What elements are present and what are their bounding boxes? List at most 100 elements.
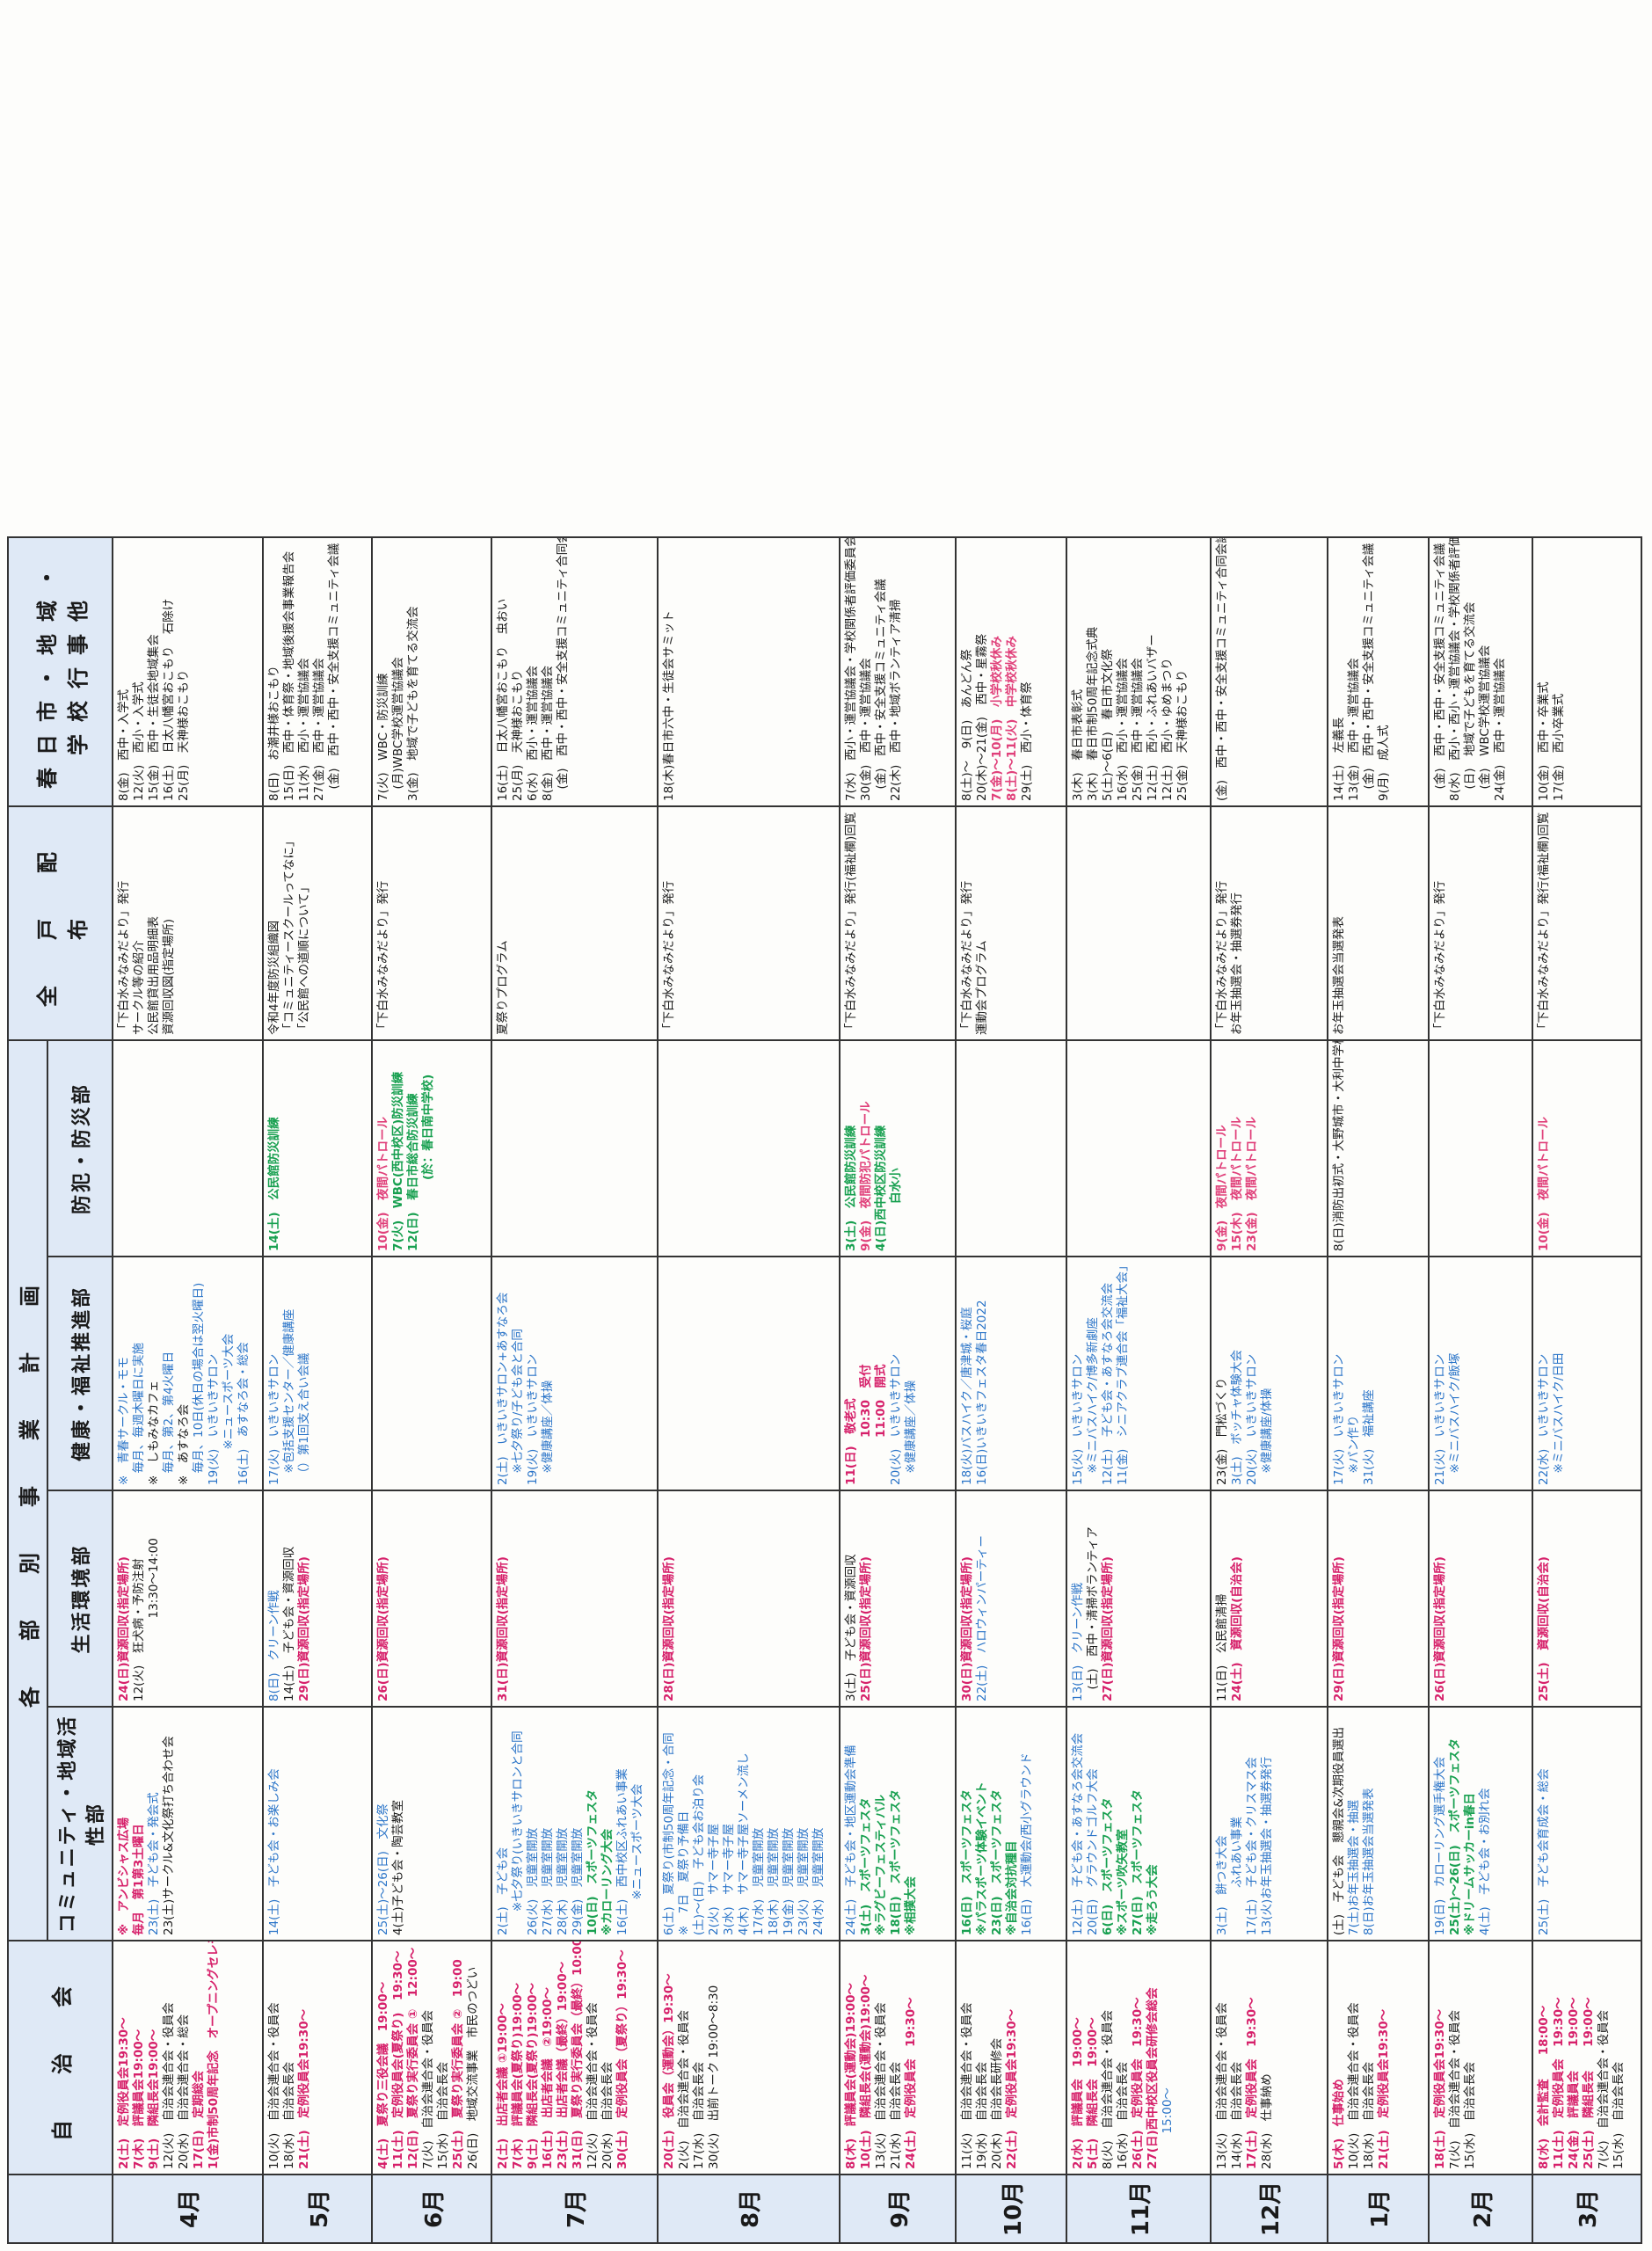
cell-seikatsu: 25(土) 資源回収(自治会) [1532, 1490, 1641, 1707]
entry-line: 25(土)～26(日) スポーツフェスタ [1448, 1738, 1463, 1935]
entry-line: 「下白水みなみだより」発行 [661, 880, 676, 1035]
entry-line: 8(日) クリーン作戦 [267, 1590, 282, 1701]
entry-line: 27(日)資源回収(指定場所) [1101, 1556, 1116, 1701]
entry-line: 9(金) 夜間パトロール [1215, 1125, 1230, 1251]
entry-line: 2(土) 出店者会議 ①19:00～ [495, 2003, 510, 2169]
entry-line: 毎月 第1第3土曜日 [132, 1824, 146, 1935]
entry-line: 15(水) 自治会長会 [1611, 2061, 1626, 2169]
entry-line: 12(土) 西小・ふれあいバザー [1146, 634, 1161, 801]
month-row: 4月 2(土) 定例役員会19:30～ 7(木) 評議員会19:00～ 9(土) 隣組… [113, 11, 264, 2243]
entry-line: 18(日) スポーツフェスタ [888, 1789, 903, 1935]
header-kakubu: 各 部 別 事 業 計 画 [8, 1040, 47, 1941]
entry-line: 白水小 [888, 1168, 903, 1251]
entry-line: 23(土) 子ども会・発会式 [147, 1792, 161, 1935]
cell-zenko: 「下白水みなみだより」発行 お年玉抽選会・抽選券発行 [1211, 806, 1328, 1040]
entry-line: 17(土) 定例役員会 19:30～ [1245, 1997, 1260, 2169]
header-seikatsu: 生活環境部 [47, 1490, 113, 1707]
month-label: 1月 [1327, 2175, 1430, 2243]
entry-line: 31(日)資源回収(指定場所) [495, 1556, 510, 1701]
cell-community: 3(土) 餅つき大会 ふれあい事業 17(土) 子ども会・クリスマス会 13(火)お… [1211, 1707, 1328, 1941]
cell-jichikai: 13(火) 自治会連合会・役員会 14(水) 自治会長会 17(土) 定例役員会 1… [1211, 1941, 1328, 2175]
entry-line: 8(土)～ 9(日) あんどん祭 [960, 649, 975, 801]
entry-line: 4(土) 子ども会・お別れ会 [1478, 1788, 1493, 1935]
entry-line: 7(火) WBC・防災訓練 [376, 673, 391, 801]
entry-line: 19(火) いきいきサロン [525, 1353, 540, 1485]
entry-line: 15(水) 自治会長会 [1463, 2061, 1478, 2169]
entry-line: 8(日)消防出初式・大野城市・大利中学校 [1331, 1040, 1346, 1251]
cell-kenko [372, 1257, 491, 1490]
entry-line: 7(水) 西小・運営協議会・学校関係者評価委員会 [843, 537, 858, 801]
cell-kenko: 21(火) いきいきサロン ※ミニバスハイク/飯塚 [1429, 1257, 1532, 1490]
entry-line: 24(金) 評議員会 19:00～ [1566, 1997, 1581, 2169]
cell-kasugai: (金) 西中・西中・安全支援コミュニティ合同会議 [1211, 537, 1328, 806]
entry-line: 15(火) いきいきサロン [1071, 1353, 1086, 1485]
entry-line: 13(金) 西中・運営協議会 [1346, 658, 1361, 801]
entry-line: 18(木)春日市六中・生徒会サミット [661, 610, 676, 801]
month-label: 7月 [491, 2175, 658, 2243]
entry-line: 11(土) 定例役員会 19:30～ [1551, 1997, 1566, 2169]
cell-bohan: 10(金) 夜間パトロール 7(火) WBC(西中校区)防災訓練 12(日) 春日市… [372, 1040, 491, 1257]
entry-line: 31(火) 福祉講座 [1361, 1389, 1376, 1485]
cell-seikatsu: 13(日) クリーン作戦 (土) 西中・清掃ボランティア 27(日)資源回収(指定… [1066, 1490, 1212, 1707]
entry-line: 4(日)西中校区防災訓練 [873, 1125, 888, 1251]
entry-line: ※健康講座／体操 [540, 1380, 555, 1485]
entry-line: 15(日) 西中・体育祭・地域後援会事業報告会 [282, 550, 297, 801]
entry-line: 17(金) 西小卒業式 [1551, 693, 1566, 801]
entry-line: 夏祭りプログラム [495, 940, 510, 1035]
entry-line: 資源回収図(指定場所) [162, 918, 176, 1035]
entry-line: 毎月、第2、第4火曜日 [162, 1351, 176, 1485]
entry-line: 8(金) 西中・運営協議会 [540, 665, 555, 801]
entry-line: 公民館貸出用品明細表 [147, 916, 161, 1035]
cell-zenko: 「下白水みなみだより」発行 サークル等の紹介 公民館貸出用品明細表 資源回収図(指定場… [113, 806, 264, 1040]
cell-bohan [491, 1040, 658, 1257]
cell-bohan: 14(土) 公民館防災訓練 [263, 1040, 373, 1257]
entry-line: 4(木) サマー寺子屋ソーメン流し [736, 1752, 751, 1935]
entry-line: 14(土) 子ども会・お楽しみ会 [267, 1768, 282, 1935]
cell-jichikai: 10(火) 自治会連合会・役員会 18(水) 自治会長会 21(土) 定例役員会19… [263, 1941, 373, 2175]
cell-community: 12(土) 子ども会・あすなろ会交流会 20(日) グラウンドゴルフ大会 6(日) … [1066, 1707, 1212, 1941]
entry-line: 24(土) 資源回収(自治会) [1230, 1556, 1245, 1701]
entry-line: ※スポーツ吹矢教室 [1116, 1829, 1131, 1935]
entry-line: 27(日)西中校区役員会研修会総会 [1146, 1987, 1161, 2169]
month-label: 8月 [657, 2175, 840, 2243]
cell-zenko: お年玉抽選会当選発表 [1327, 806, 1430, 1040]
entry-line: 20(木) 自治会長研修会 [990, 2037, 1005, 2169]
entry-line: 24(土) 定例役員会 19:30～ [903, 1997, 918, 2169]
cell-zenko: 夏祭りプログラム [491, 806, 658, 1040]
entry-line: 2(土) 子ども会 [495, 1847, 510, 1935]
entry-line: 6(土) 夏祭り(市制50周年記念・合同 [661, 1732, 676, 1935]
entry-line: 8(日) お潮井様おこもり [267, 665, 282, 801]
entry-line: （）第1回支え合い会議 [297, 1352, 312, 1485]
cell-community: 24(土) 子ども会・地区運動会準備 3(土) スポーツフェスタ ※ラグビーフェステ… [839, 1707, 957, 1941]
entry-line: 26(日) 地域交流事業 市民のつどい [466, 1966, 481, 2169]
entry-line: 29(日)資源回収(指定場所) [297, 1556, 312, 1701]
entry-line: 「下白水みなみだより」発行 [960, 880, 975, 1035]
entry-line: (月)WBC学校運営協議会 [391, 657, 406, 801]
entry-line: 9(土) 隣組長会(夏祭り)19:00～ [525, 1982, 540, 2169]
cell-kenko: 23(金) 門松づくり 3(土) ボッチャ体験大会 20(火) いきいきサロン ※健… [1211, 1257, 1328, 1490]
entry-line: (日) 地域で子どもを育てる交流会 [1463, 601, 1478, 801]
cell-seikatsu: 26(日)資源回収(指定場所) [1429, 1490, 1532, 1707]
entry-line: お年玉抽選会当選発表 [1331, 916, 1346, 1035]
cell-community: 16(日) スポーツフェスタ ※パラスポーツ体験イベント 23(日) スポーツフェス… [956, 1707, 1067, 1941]
entry-line: 28(日)資源回収(指定場所) [661, 1556, 676, 1701]
month-row: 7月 2(土) 出店者会議 ①19:00～ 7(木) 評議員会(夏祭り)19:00～… [491, 11, 658, 2243]
entry-line: 1(金)市制50周年記念 オープニングセレモニー [207, 1941, 221, 2169]
month-label: 5月 [263, 2175, 373, 2243]
entry-line: 令和4年度防災組織図 [267, 920, 282, 1035]
entry-line: 21(土) 定例役員会19:30～ [1376, 2008, 1391, 2169]
entry-line: (土) 西中・清掃ボランティア [1086, 1526, 1101, 1701]
entry-line: ※ニュースポーツ大会 [222, 1333, 236, 1485]
entry-line: 15(木) 夜間パトロール [1230, 1116, 1245, 1251]
cell-seikatsu: 31(日)資源回収(指定場所) [491, 1490, 658, 1707]
entry-line: 7(火) WBC(西中校区)防災訓練 [391, 1071, 406, 1251]
entry-line: 3(金) 地域で子どもを育てる交流会 [406, 606, 421, 801]
entry-line: 「公民館への道順について」 [297, 880, 312, 1035]
entry-line: 24(日)資源回収(指定場所) [117, 1556, 131, 1701]
entry-line: 「下白水みなみだより」発行(福祉欄)回覧 [1536, 812, 1551, 1035]
entry-line: 22(水) いきいきサロン [1536, 1353, 1551, 1485]
entry-line: ※ 7日 夏祭り予備日 [676, 1810, 691, 1935]
cell-jichikai: 20(土) 役員会（運動会）19:30～ 2(火) 自治会連合会・役員会 17(水)… [657, 1941, 840, 2175]
entry-line: 28(水) 仕事納め [1260, 2073, 1275, 2169]
entry-line: 3(土) ボッチャ体験大会 [1230, 1350, 1245, 1485]
